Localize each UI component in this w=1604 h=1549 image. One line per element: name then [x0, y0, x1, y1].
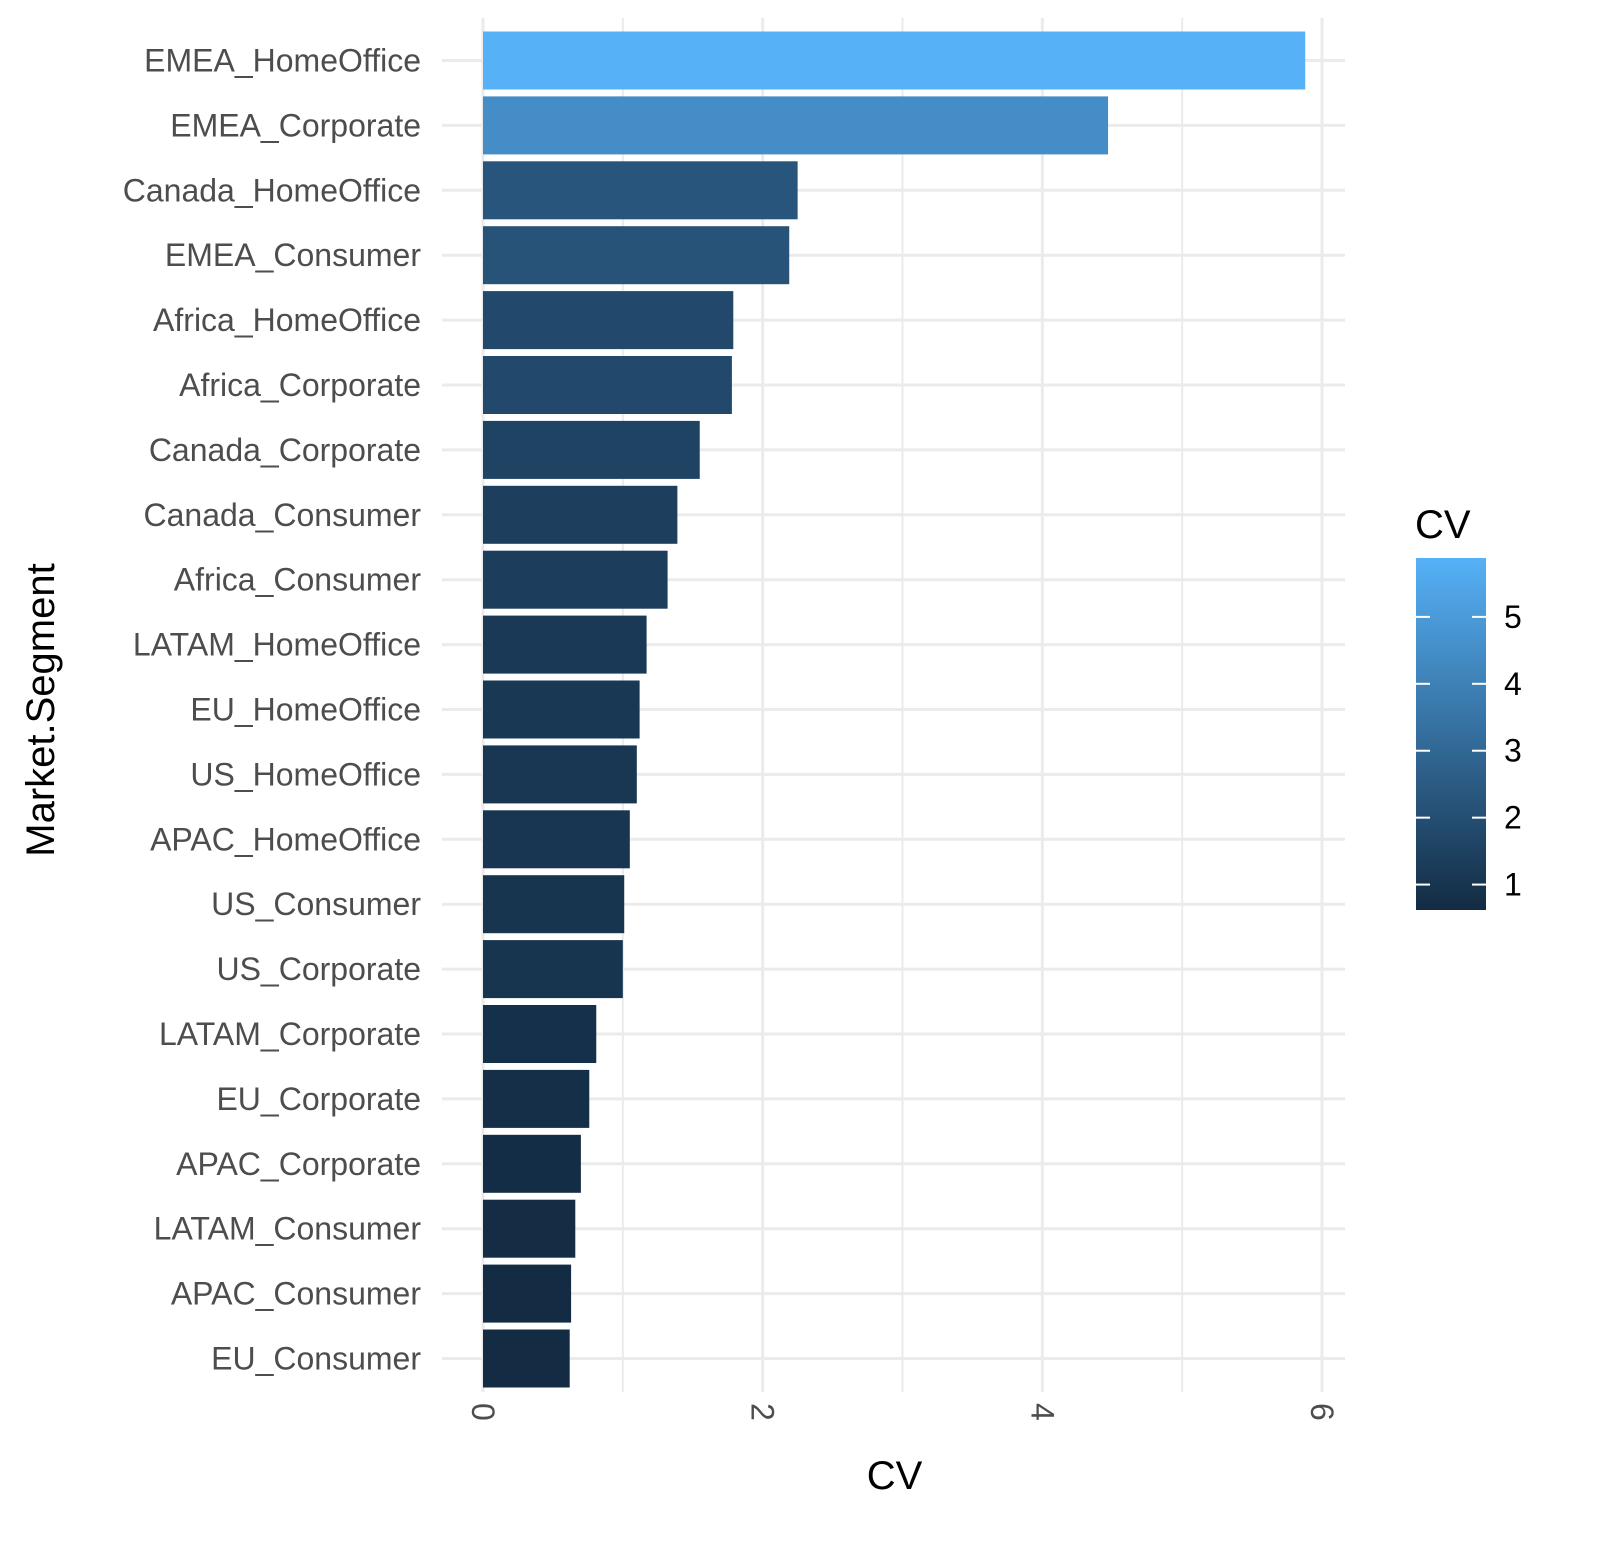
y-tick-label: US_Consumer [211, 886, 421, 922]
bar [483, 1134, 581, 1193]
x-axis-title: CV [867, 1454, 923, 1498]
bar [483, 96, 1109, 155]
x-axis-tick-labels: 0 2 4 6 [465, 1403, 1340, 1421]
bar [483, 1005, 597, 1063]
y-tick-label: EU_Corporate [216, 1081, 421, 1117]
legend-colorbar [1416, 558, 1486, 910]
legend-tick-label: 4 [1504, 666, 1522, 702]
y-tick-label: US_HomeOffice [190, 756, 421, 792]
y-tick-label: EMEA_HomeOffice [144, 43, 421, 79]
legend-tick-label: 1 [1504, 867, 1522, 903]
bar [483, 356, 732, 414]
bar [483, 810, 630, 869]
y-tick-label: APAC_Corporate [176, 1146, 421, 1182]
x-tick-label: 0 [465, 1403, 501, 1421]
y-tick-label: Africa_Corporate [179, 367, 421, 403]
y-tick-label: Canada_HomeOffice [123, 172, 421, 208]
y-tick-label: Africa_HomeOffice [153, 302, 421, 338]
bar [483, 291, 734, 350]
y-axis-tick-labels: EMEA_HomeOffice EMEA_Corporate Canada_Home… [123, 43, 422, 1377]
bar-layer [483, 31, 1306, 1388]
y-tick-label: APAC_HomeOffice [150, 821, 421, 857]
bar [483, 485, 678, 544]
legend-tick-label: 2 [1504, 800, 1522, 836]
x-tick-label: 2 [745, 1403, 781, 1421]
bar [483, 550, 668, 609]
bar [483, 1199, 576, 1258]
bar [483, 1329, 570, 1388]
y-tick-label: LATAM_Consumer [154, 1211, 422, 1247]
x-tick-label: 6 [1304, 1403, 1340, 1421]
y-tick-label: APAC_Consumer [171, 1276, 422, 1312]
bar [483, 161, 798, 220]
y-tick-label: LATAM_Corporate [159, 1016, 421, 1052]
legend-tick-label: 5 [1504, 599, 1522, 635]
bar [483, 875, 625, 934]
y-tick-label: LATAM_HomeOffice [133, 627, 421, 663]
bar [483, 1264, 572, 1323]
bar [483, 420, 700, 479]
y-tick-label: EMEA_Consumer [165, 237, 421, 273]
bar [483, 1069, 590, 1128]
bar [483, 31, 1306, 90]
y-tick-label: EU_Consumer [211, 1341, 421, 1377]
legend: CV 1 2 3 4 5 [1415, 503, 1522, 910]
y-tick-label: Canada_Consumer [144, 497, 422, 533]
legend-ticks: 1 2 3 4 5 [1416, 599, 1522, 903]
y-tick-label: Canada_Corporate [149, 432, 421, 468]
x-tick-label: 4 [1024, 1403, 1060, 1421]
bar [483, 226, 790, 285]
y-tick-label: US_Corporate [216, 951, 421, 987]
y-tick-label: EMEA_Corporate [170, 107, 421, 143]
legend-title: CV [1415, 503, 1471, 547]
bar [483, 745, 637, 804]
bar [483, 615, 647, 674]
y-axis-title: Market.Segment [19, 563, 63, 856]
legend-tick-label: 3 [1504, 733, 1522, 769]
bar [483, 940, 623, 999]
y-tick-label: EU_HomeOffice [190, 692, 421, 728]
bar [483, 680, 640, 739]
y-tick-label: Africa_Consumer [174, 562, 422, 598]
